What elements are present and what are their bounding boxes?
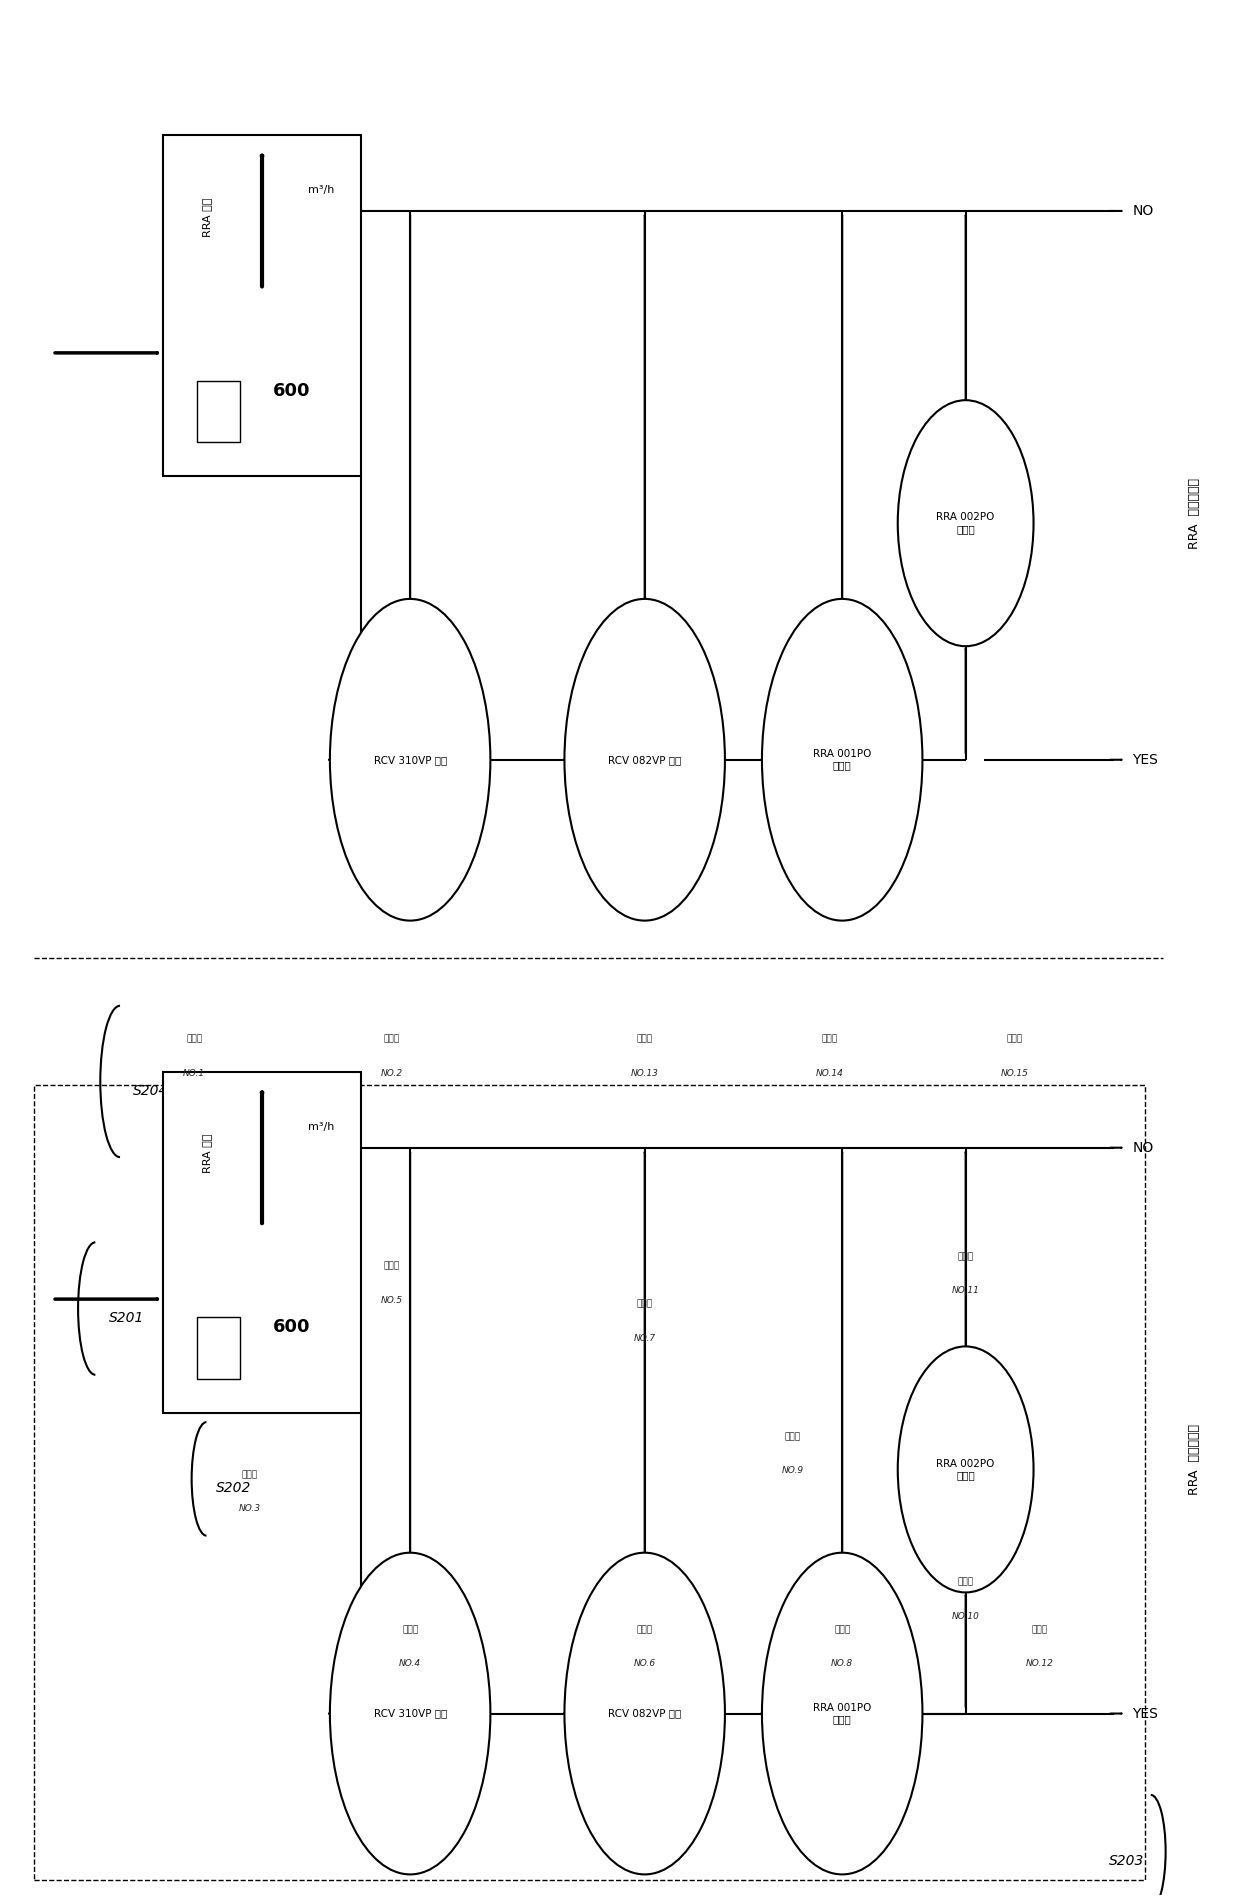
Text: RRA 001PO
运行中: RRA 001PO 运行中	[813, 1703, 872, 1725]
Text: 动态线: 动态线	[835, 1625, 851, 1634]
Text: 动态线: 动态线	[636, 1300, 652, 1308]
Text: RCV 310VP 打开: RCV 310VP 打开	[373, 755, 446, 765]
Text: NO.15: NO.15	[1001, 1069, 1029, 1078]
Text: NO: NO	[1132, 203, 1153, 218]
Text: NO.14: NO.14	[816, 1069, 843, 1078]
Text: S201: S201	[109, 1312, 144, 1325]
Text: 动态线: 动态线	[636, 1625, 652, 1634]
Text: NO.7: NO.7	[634, 1334, 656, 1342]
Text: 动态线: 动态线	[957, 1253, 973, 1262]
Bar	[197, 1317, 241, 1378]
Ellipse shape	[330, 600, 490, 921]
Text: RRA 002PO
运行中: RRA 002PO 运行中	[936, 1460, 994, 1480]
Text: 动态线: 动态线	[636, 1034, 652, 1044]
Text: NO.6: NO.6	[634, 1659, 656, 1668]
Text: S203: S203	[1109, 1854, 1143, 1868]
Text: 动态线: 动态线	[822, 1034, 838, 1044]
Text: NO.13: NO.13	[631, 1069, 658, 1078]
Ellipse shape	[564, 600, 725, 921]
Text: NO.2: NO.2	[381, 1069, 403, 1078]
Text: RRA 002PO
运行中: RRA 002PO 运行中	[936, 512, 994, 533]
Text: NO: NO	[1132, 1141, 1153, 1154]
Text: NO.4: NO.4	[399, 1659, 422, 1668]
Text: NO.1: NO.1	[184, 1069, 205, 1078]
Text: 动态线: 动态线	[383, 1262, 399, 1272]
Text: RCV 082VP 打开: RCV 082VP 打开	[608, 755, 681, 765]
Text: NO.10: NO.10	[952, 1611, 980, 1621]
Text: RRA 流量: RRA 流量	[202, 1135, 212, 1173]
Text: RCV 082VP 打开: RCV 082VP 打开	[608, 1708, 681, 1718]
Text: NO.9: NO.9	[781, 1465, 804, 1475]
Text: RRA 流量: RRA 流量	[202, 197, 212, 237]
Text: 动态线: 动态线	[1007, 1034, 1023, 1044]
Bar	[164, 135, 361, 476]
Ellipse shape	[564, 1553, 725, 1875]
Text: NO.5: NO.5	[381, 1296, 403, 1304]
Text: 600: 600	[273, 1319, 310, 1336]
Text: YES: YES	[1132, 754, 1158, 767]
Text: 动态线: 动态线	[1032, 1625, 1048, 1634]
Text: 动态线: 动态线	[383, 1034, 399, 1044]
Text: S204: S204	[133, 1084, 169, 1097]
Bar	[33, 1086, 1145, 1881]
Ellipse shape	[898, 400, 1033, 645]
Text: RRA 001PO
运行中: RRA 001PO 运行中	[813, 750, 872, 771]
Text: YES: YES	[1132, 1706, 1158, 1721]
Ellipse shape	[761, 1553, 923, 1875]
Text: 动态线: 动态线	[402, 1625, 418, 1634]
Text: 动态线: 动态线	[242, 1469, 258, 1479]
Text: m³/h: m³/h	[308, 1122, 335, 1131]
Text: NO.12: NO.12	[1025, 1659, 1054, 1668]
Text: 动态线: 动态线	[186, 1034, 202, 1044]
Bar	[197, 380, 241, 442]
Text: NO.11: NO.11	[952, 1287, 980, 1294]
Bar	[164, 1072, 361, 1412]
Ellipse shape	[761, 600, 923, 921]
Text: 动态线: 动态线	[785, 1431, 801, 1441]
Text: NO.3: NO.3	[238, 1503, 260, 1513]
Text: RRA  系统运行中: RRA 系统运行中	[1188, 478, 1200, 549]
Ellipse shape	[898, 1346, 1033, 1592]
Text: RCV 310VP 打开: RCV 310VP 打开	[373, 1708, 446, 1718]
Text: 600: 600	[273, 381, 310, 400]
Text: m³/h: m³/h	[308, 184, 335, 195]
Text: S202: S202	[216, 1480, 252, 1496]
Text: NO.8: NO.8	[831, 1659, 853, 1668]
Text: 动态线: 动态线	[957, 1577, 973, 1587]
Ellipse shape	[330, 1553, 490, 1875]
Text: RRA  系统运行中: RRA 系统运行中	[1188, 1425, 1200, 1496]
